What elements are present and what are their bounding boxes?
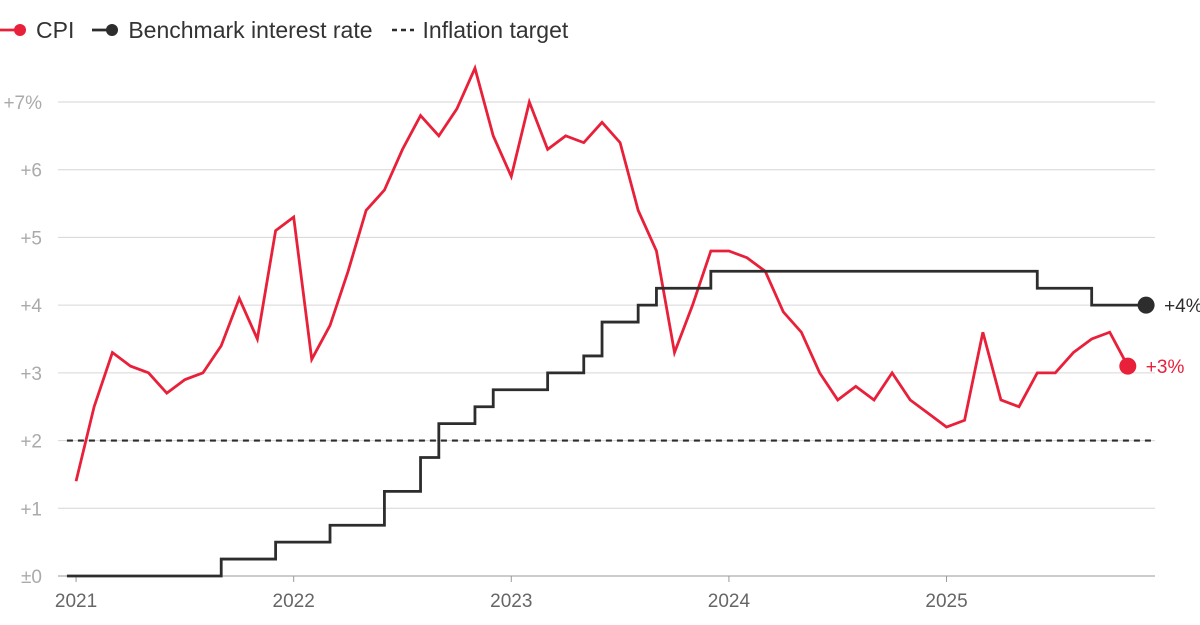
- legend-swatch-cpi: [0, 24, 26, 36]
- legend-label: Inflation target: [422, 16, 569, 43]
- x-tick-label: 2025: [925, 591, 967, 612]
- x-tick-label: 2021: [55, 591, 97, 612]
- y-tick-label: +3: [20, 364, 42, 385]
- legend-label: CPI: [36, 16, 75, 43]
- legend-swatch-inflation-target: [391, 28, 414, 32]
- legend-swatch-dot: [106, 24, 119, 36]
- x-tick-label: 2022: [273, 591, 315, 612]
- labels: ±0 +1 +2 +3 +4 +5 +6 +7% 2021 2022 2023 2024 2025 +3%…: [3, 93, 1200, 612]
- y-tick-label: +5: [20, 228, 42, 249]
- y-tick-label: +7%: [3, 93, 42, 114]
- series-layer: [66, 63, 1155, 578]
- legend-label: Benchmark interest rate: [128, 16, 373, 43]
- series-line-cpi: [74, 63, 1130, 482]
- series-end-label-benchmark-interest-rate: +4%: [1164, 296, 1200, 317]
- y-tick-label: ±0: [21, 567, 42, 588]
- series-end-label-cpi: +3%: [1146, 357, 1185, 378]
- y-tick-label: +4: [20, 296, 42, 317]
- x-tick-label: 2024: [708, 591, 751, 612]
- legend: CPI Benchmark interest rate Inflation targ…: [0, 14, 586, 46]
- legend-item-inflation-target: Inflation target: [391, 16, 569, 44]
- legend-swatch-benchmark-interest-rate: [92, 24, 119, 36]
- series-line-benchmark-interest-rate: [66, 269, 1147, 578]
- legend-item-benchmark-interest-rate: Benchmark interest rate: [92, 16, 373, 44]
- series-end-point-benchmark-interest-rate: [1137, 296, 1155, 314]
- y-tick-label: +1: [20, 499, 42, 520]
- y-tick-label: +6: [20, 161, 42, 182]
- legend-item-cpi: CPI: [0, 17, 74, 44]
- legend-swatch-dot: [14, 24, 26, 36]
- y-tick-label: +2: [20, 432, 42, 453]
- x-tick-label: 2023: [490, 591, 532, 612]
- series-end-point-cpi: [1119, 357, 1137, 375]
